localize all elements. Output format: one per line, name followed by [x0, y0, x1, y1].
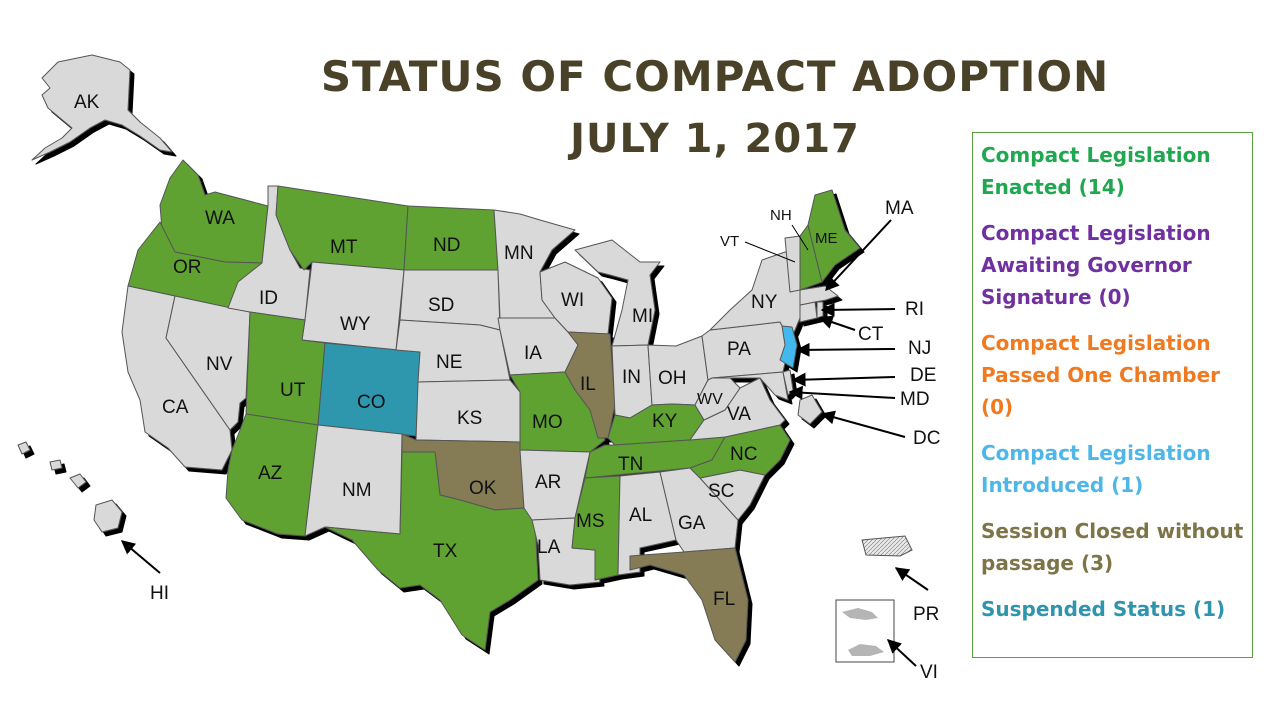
label-KY: KY [652, 411, 678, 432]
legend-introduced: Compact Legislation Introduced (1) [981, 441, 1211, 497]
label-UT: UT [280, 380, 306, 401]
label-WI: WI [561, 290, 584, 311]
label-FL: FL [713, 589, 735, 610]
label-MS: MS [576, 511, 605, 532]
label-VA: VA [727, 404, 751, 425]
label-OR: OR [173, 257, 202, 278]
label-NM: NM [342, 480, 372, 501]
label-AZ: AZ [258, 463, 283, 484]
label-WA: WA [205, 208, 235, 229]
label-VI: VI [920, 662, 938, 683]
callout-arrows [120, 219, 929, 667]
state-HI [17, 441, 123, 533]
label-TX: TX [433, 541, 458, 562]
label-CT: CT [858, 324, 884, 345]
leader-lines [744, 224, 809, 263]
label-LA: LA [537, 537, 561, 558]
label-AK: AK [74, 92, 100, 113]
label-NE: NE [436, 352, 462, 373]
state-AK [31, 54, 173, 161]
label-MN: MN [504, 243, 534, 264]
label-SD: SD [428, 295, 454, 316]
label-IN: IN [622, 367, 641, 388]
label-WY: WY [340, 314, 371, 335]
label-PA: PA [727, 339, 751, 360]
legend-passed-one-chamber: Compact Legislation Passed One Chamber (… [981, 331, 1221, 419]
state-MD [711, 371, 789, 401]
state-FL [629, 547, 749, 663]
label-CA: CA [162, 397, 189, 418]
label-MO: MO [532, 412, 563, 433]
label-WV: WV [697, 391, 723, 408]
label-DC: DC [913, 428, 940, 449]
state-TX [324, 451, 539, 651]
label-VT: VT [720, 233, 739, 250]
state-VI [842, 608, 884, 656]
state-ME [807, 189, 861, 283]
label-RI: RI [905, 299, 924, 320]
label-MT: MT [330, 237, 358, 258]
label-AR: AR [535, 472, 561, 493]
state-CO [317, 342, 421, 437]
state-IL [564, 331, 616, 439]
label-ND: ND [433, 235, 460, 256]
map-title: STATUS OF COMPACT ADOPTION [320, 52, 1110, 101]
label-IL: IL [580, 374, 596, 395]
legend-session-closed: Session Closed without passage (3) [981, 519, 1244, 575]
label-KS: KS [457, 408, 482, 429]
label-IA: IA [524, 343, 542, 364]
label-GA: GA [678, 513, 706, 534]
label-NY: NY [751, 292, 778, 313]
state-CT [799, 301, 818, 323]
label-NV: NV [206, 354, 233, 375]
state-DC [797, 394, 823, 425]
map-date: JULY 1, 2017 [570, 116, 860, 162]
label-OK: OK [469, 478, 497, 499]
label-NJ: NJ [908, 338, 931, 359]
legend: Compact Legislation Enacted (14) Compact… [972, 132, 1253, 658]
label-ME: ME [815, 230, 838, 247]
label-TN: TN [618, 454, 643, 475]
label-PR: PR [913, 604, 939, 625]
legend-enacted: Compact Legislation Enacted (14) [981, 143, 1211, 199]
label-SC: SC [708, 481, 734, 502]
state-NJ [779, 325, 798, 369]
state-WY [301, 261, 405, 351]
label-ID: ID [259, 288, 278, 309]
state-PR [861, 535, 913, 557]
label-DE: DE [910, 365, 936, 386]
label-OH: OH [658, 368, 687, 389]
label-MD: MD [900, 389, 930, 410]
label-AL: AL [629, 505, 652, 526]
label-HI: HI [150, 583, 169, 604]
label-MA: MA [885, 198, 914, 219]
legend-suspended: Suspended Status (1) [981, 597, 1226, 621]
label-NC: NC [730, 444, 757, 465]
label-NH: NH [770, 207, 792, 224]
label-MI: MI [632, 306, 653, 327]
legend-awaiting-signature: Compact Legislation Awaiting Governor Si… [981, 221, 1211, 309]
label-CO: CO [357, 392, 386, 413]
